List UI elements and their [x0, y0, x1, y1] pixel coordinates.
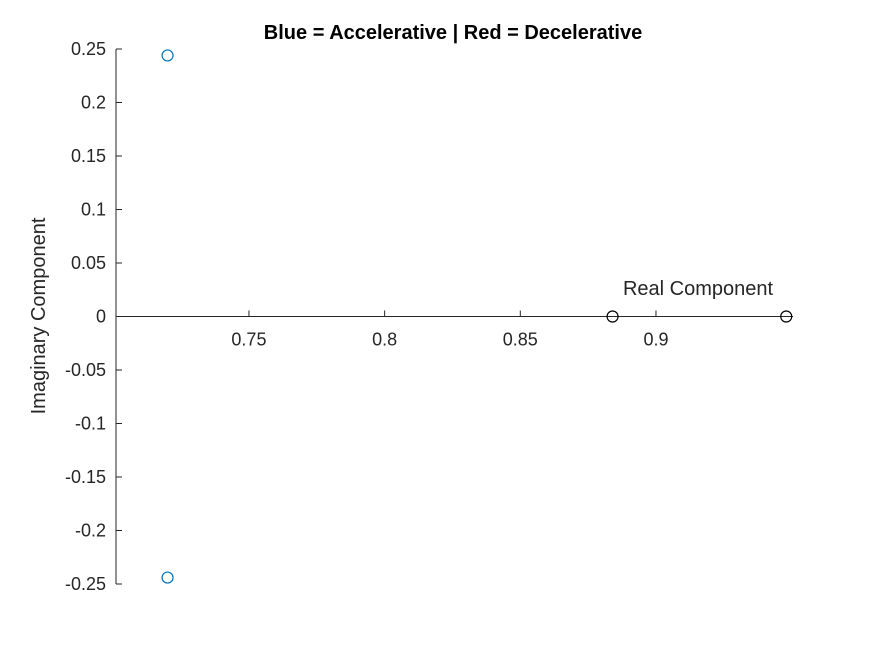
y-tick-label: -0.25	[65, 574, 106, 594]
y-tick-label: 0.2	[81, 93, 106, 113]
y-axis-ticks: 0.25 0.2 0.15 0.1 0.05 0 -0.05 -0.1 -0.15 -0.2 -0.…	[65, 39, 122, 594]
x-axis-label: Real Component	[623, 278, 774, 300]
y-tick-label: 0	[96, 307, 106, 327]
y-tick-label: -0.15	[65, 467, 106, 487]
y-tick-label: 0.05	[71, 253, 106, 273]
chart-title: Blue = Accelerative | Red = Decelerative	[264, 22, 642, 44]
data-point-series-1-0	[606, 310, 619, 323]
x-tick-label: 0.9	[643, 330, 668, 350]
data-points	[161, 49, 793, 584]
data-point-series-0-1	[161, 571, 174, 584]
data-point-series-1-1	[780, 310, 793, 323]
x-axis-ticks: 0.75 0.8 0.85 0.9	[231, 310, 668, 350]
y-tick-label: 0.1	[81, 200, 106, 220]
y-tick-label: -0.05	[65, 360, 106, 380]
x-tick-label: 0.75	[231, 330, 266, 350]
x-tick-label: 0.85	[503, 330, 538, 350]
data-point-series-0-0	[161, 49, 174, 62]
y-tick-label: -0.1	[75, 414, 106, 434]
x-tick-label: 0.8	[372, 330, 397, 350]
y-axis-label: Imaginary Component	[28, 217, 50, 414]
y-tick-label: 0.25	[71, 39, 106, 59]
y-tick-label: 0.15	[71, 146, 106, 166]
y-tick-label: -0.2	[75, 521, 106, 541]
